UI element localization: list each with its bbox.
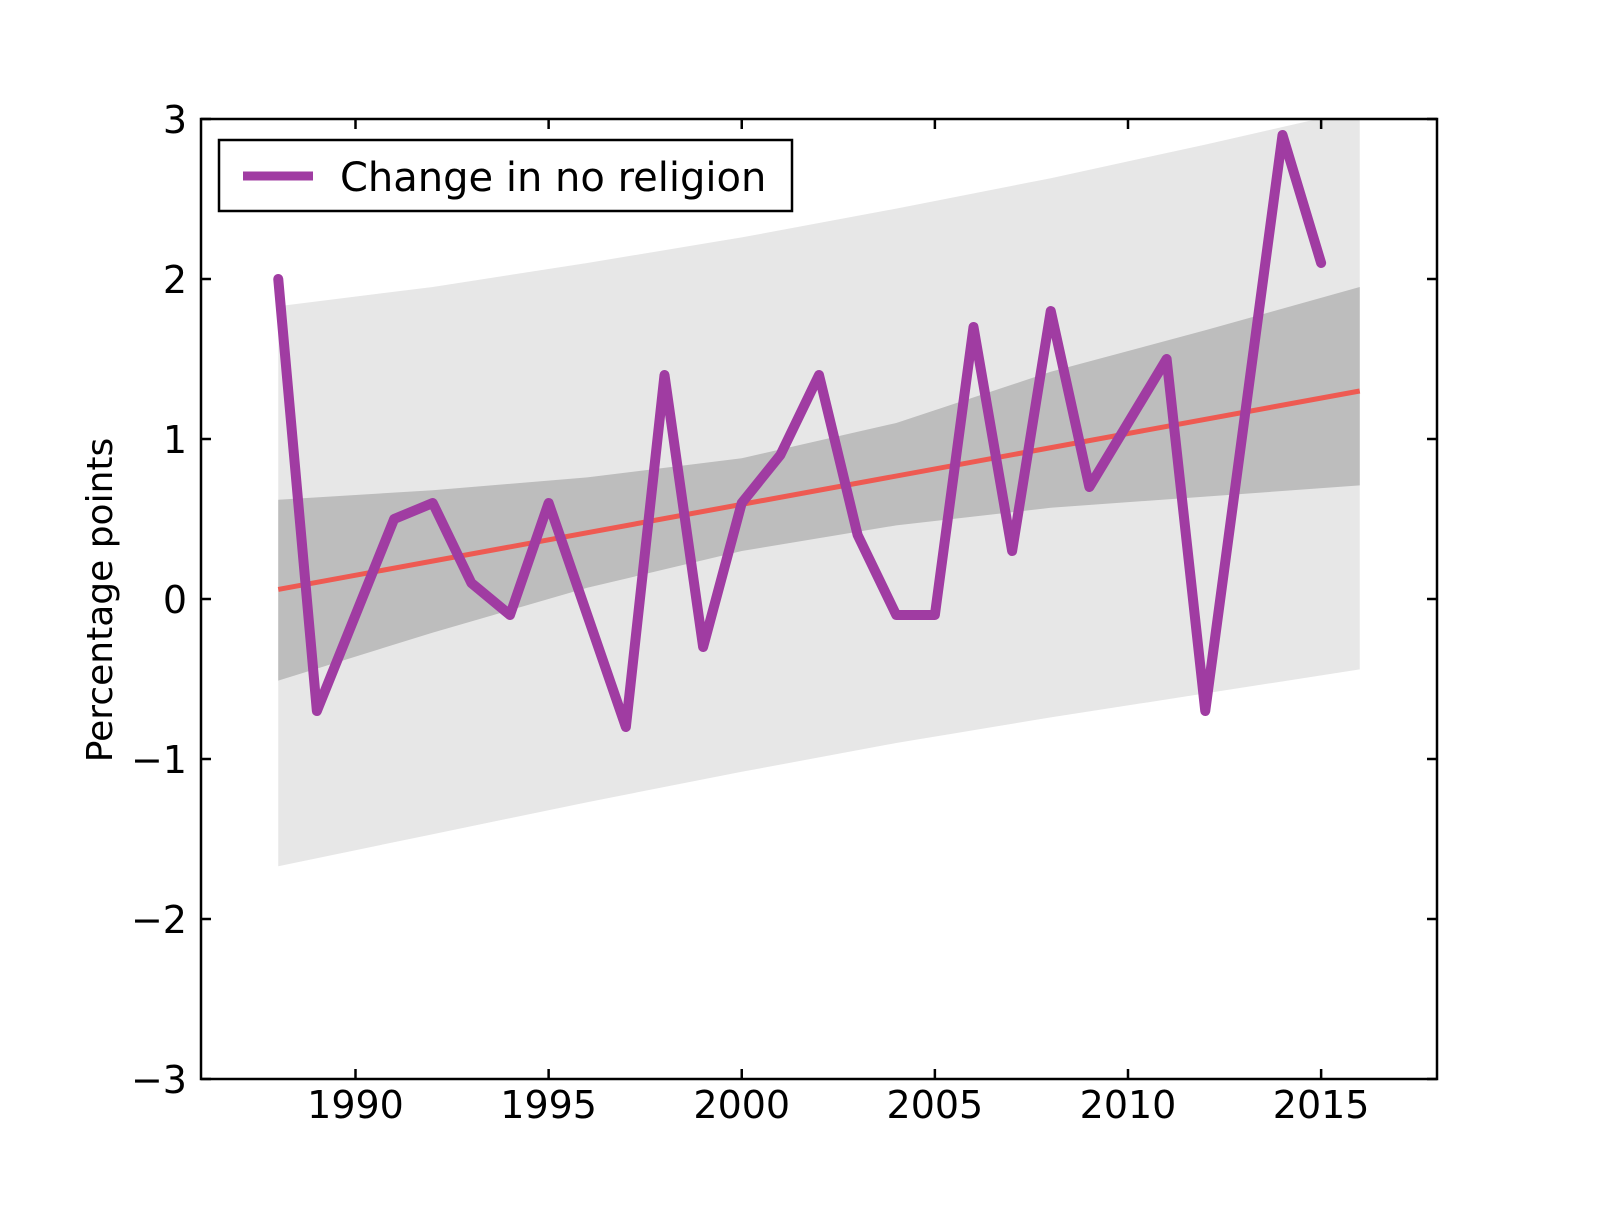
- y-tick-labels: 3 2 1 0 −1 −2 −3: [131, 98, 187, 1102]
- data-line: [273, 130, 1327, 732]
- y-axis-label: Percentage points: [80, 438, 121, 763]
- x-tick-label: 1995: [500, 1083, 597, 1127]
- y-tick-label: 2: [163, 258, 187, 302]
- inner-confidence-band: [278, 287, 1360, 681]
- x-tick-labels: 1990 1995 2000 2005 2010 2015: [307, 1083, 1369, 1127]
- legend-box: [217, 138, 794, 213]
- y-tick-label: 1: [163, 418, 187, 462]
- y-tick-label: −3: [131, 1058, 187, 1102]
- x-tick-label: 2010: [1080, 1083, 1177, 1127]
- y-tick-label: 3: [163, 98, 187, 142]
- x-tick-label: 2000: [693, 1083, 790, 1127]
- y-tick-label: −1: [131, 738, 187, 782]
- legend-label: Change in no religion: [340, 155, 766, 201]
- y-tick-label: −2: [131, 898, 187, 942]
- x-tick-label: 2005: [887, 1083, 984, 1127]
- legend: Change in no religion: [217, 138, 794, 213]
- y-tick-label: 0: [163, 578, 187, 622]
- axes: [199, 117, 1439, 1081]
- x-tick-label: 2015: [1273, 1083, 1370, 1127]
- x-tick-label: 1990: [307, 1083, 404, 1127]
